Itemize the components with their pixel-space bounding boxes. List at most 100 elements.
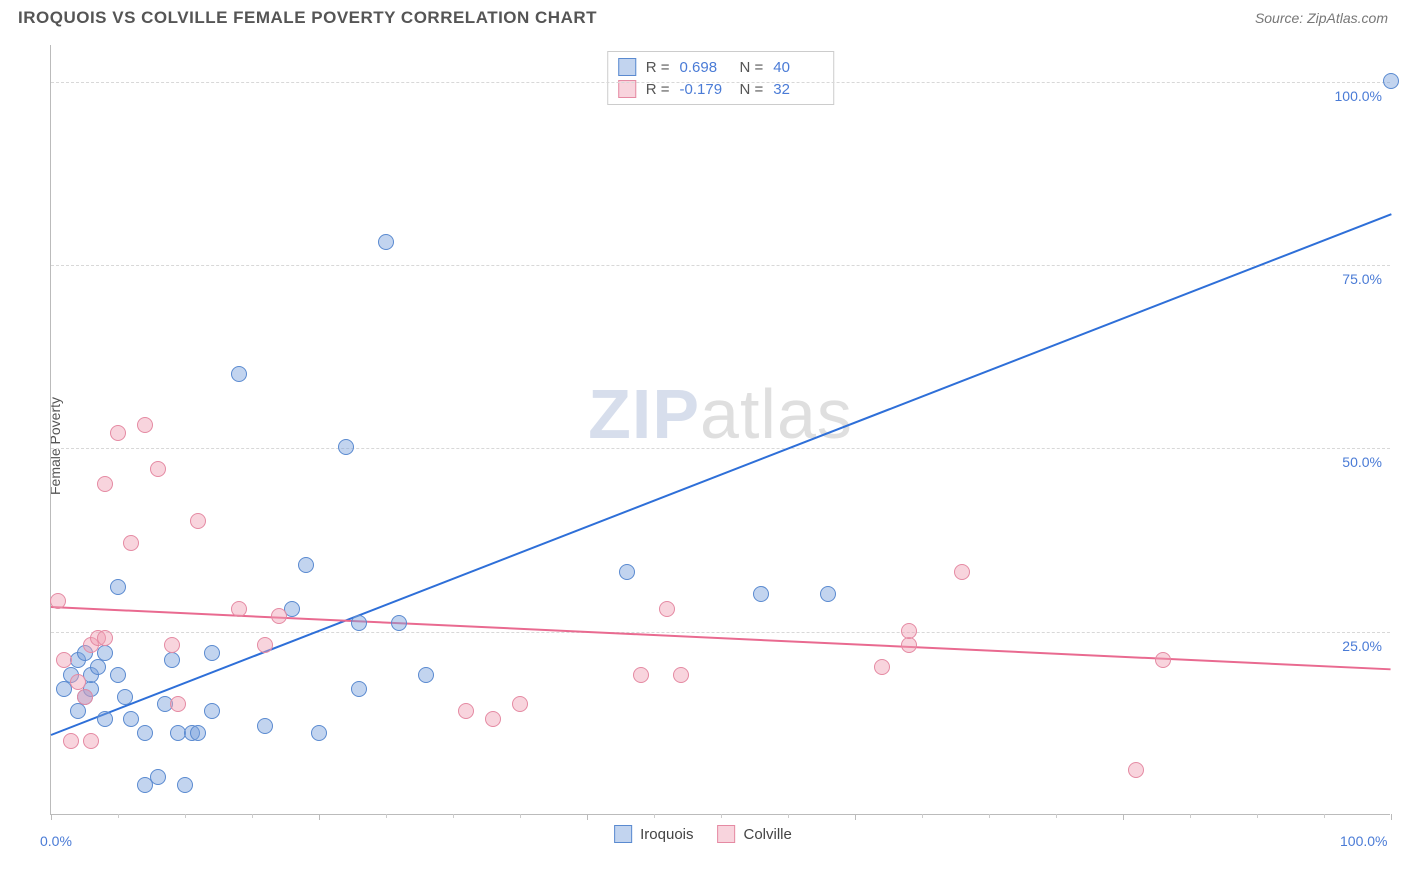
data-point (485, 711, 501, 727)
data-point (110, 425, 126, 441)
swatch-colville (618, 80, 636, 98)
x-tick-label: 0.0% (40, 833, 72, 849)
x-tick-label: 100.0% (1340, 833, 1387, 849)
data-point (512, 696, 528, 712)
data-point (97, 711, 113, 727)
x-tick-minor (386, 814, 387, 818)
data-point (90, 659, 106, 675)
data-point (164, 652, 180, 668)
y-tick-label: 50.0% (1342, 454, 1382, 470)
data-point (70, 703, 86, 719)
x-tick-minor (989, 814, 990, 818)
x-tick-minor (453, 814, 454, 818)
y-tick-label: 75.0% (1342, 271, 1382, 287)
data-point (874, 659, 890, 675)
data-point (97, 476, 113, 492)
r-value-1: 0.698 (680, 59, 730, 76)
legend-swatch (614, 825, 632, 843)
data-point (257, 637, 273, 653)
data-point (204, 703, 220, 719)
data-point (110, 579, 126, 595)
y-tick-label: 100.0% (1335, 88, 1382, 104)
data-point (458, 703, 474, 719)
data-point (123, 711, 139, 727)
data-point (77, 689, 93, 705)
stats-legend: R = 0.698 N = 40 R = -0.179 N = 32 (607, 51, 835, 105)
gridline (51, 448, 1390, 449)
legend-label: Iroquois (640, 826, 693, 843)
data-point (1128, 762, 1144, 778)
data-point (1383, 73, 1399, 89)
chart-title: IROQUOIS VS COLVILLE FEMALE POVERTY CORR… (18, 8, 597, 28)
x-tick (1391, 814, 1392, 820)
watermark-part1: ZIP (588, 375, 700, 453)
watermark-part2: atlas (700, 375, 853, 453)
r-label: R = (646, 59, 670, 76)
x-tick-minor (118, 814, 119, 818)
legend-swatch (718, 825, 736, 843)
x-tick-minor (721, 814, 722, 818)
data-point (391, 615, 407, 631)
stats-row-1: R = 0.698 N = 40 (618, 56, 824, 78)
legend-label: Colville (744, 826, 792, 843)
data-point (257, 718, 273, 734)
r-value-2: -0.179 (680, 81, 730, 98)
data-point (190, 725, 206, 741)
data-point (271, 608, 287, 624)
x-tick-minor (185, 814, 186, 818)
data-point (177, 777, 193, 793)
data-point (204, 645, 220, 661)
r-label: R = (646, 81, 670, 98)
data-point (1155, 652, 1171, 668)
legend-item: Colville (718, 825, 792, 843)
data-point (170, 696, 186, 712)
data-point (820, 586, 836, 602)
x-tick-minor (654, 814, 655, 818)
x-tick-minor (788, 814, 789, 818)
data-point (954, 564, 970, 580)
trend-line (51, 606, 1391, 670)
x-tick-minor (1190, 814, 1191, 818)
data-point (338, 439, 354, 455)
watermark: ZIPatlas (588, 374, 853, 454)
data-point (137, 417, 153, 433)
x-tick (51, 814, 52, 820)
series-legend: Iroquois Colville (614, 825, 792, 843)
gridline (51, 632, 1390, 633)
x-tick-minor (922, 814, 923, 818)
n-label: N = (740, 81, 764, 98)
x-tick (319, 814, 320, 820)
data-point (150, 769, 166, 785)
chart-source: Source: ZipAtlas.com (1255, 10, 1388, 26)
x-tick (587, 814, 588, 820)
data-point (123, 535, 139, 551)
data-point (298, 557, 314, 573)
data-point (901, 623, 917, 639)
data-point (378, 234, 394, 250)
data-point (63, 733, 79, 749)
data-point (311, 725, 327, 741)
x-tick-minor (1257, 814, 1258, 818)
x-tick-minor (252, 814, 253, 818)
data-point (673, 667, 689, 683)
data-point (164, 637, 180, 653)
x-tick-minor (1056, 814, 1057, 818)
data-point (901, 637, 917, 653)
chart-header: IROQUOIS VS COLVILLE FEMALE POVERTY CORR… (0, 0, 1406, 32)
n-label: N = (740, 59, 764, 76)
n-value-2: 32 (773, 81, 823, 98)
legend-item: Iroquois (614, 825, 693, 843)
y-tick-label: 25.0% (1342, 638, 1382, 654)
data-point (83, 733, 99, 749)
data-point (351, 615, 367, 631)
n-value-1: 40 (773, 59, 823, 76)
x-tick-minor (1324, 814, 1325, 818)
data-point (110, 667, 126, 683)
x-tick (855, 814, 856, 820)
data-point (753, 586, 769, 602)
data-point (659, 601, 675, 617)
trend-line (51, 214, 1392, 737)
data-point (97, 630, 113, 646)
data-point (70, 674, 86, 690)
data-point (633, 667, 649, 683)
